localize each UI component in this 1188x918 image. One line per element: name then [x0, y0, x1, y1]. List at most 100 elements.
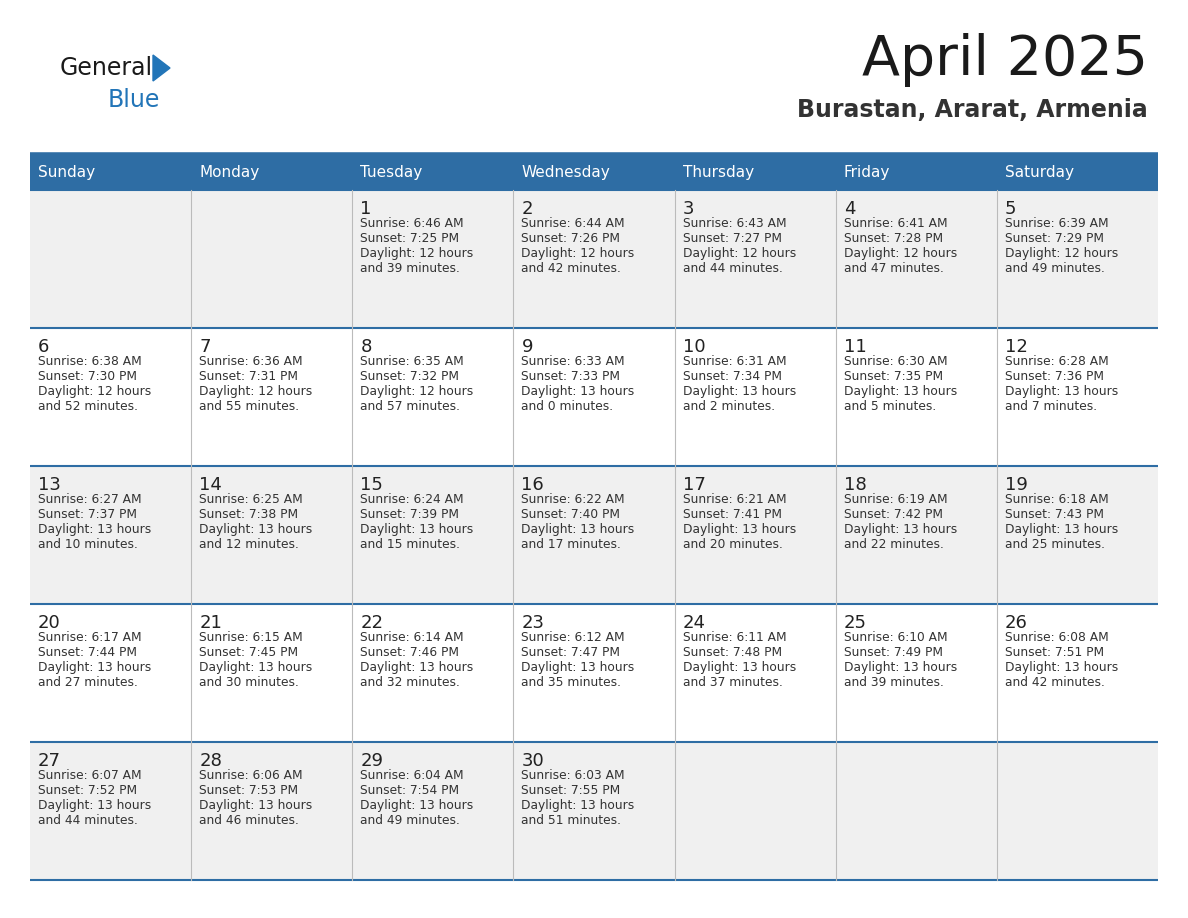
Text: and 55 minutes.: and 55 minutes. [200, 400, 299, 413]
Text: 26: 26 [1005, 614, 1028, 632]
Text: Thursday: Thursday [683, 165, 753, 180]
Text: Sunset: 7:43 PM: Sunset: 7:43 PM [1005, 508, 1104, 521]
Text: Daylight: 13 hours: Daylight: 13 hours [843, 523, 958, 536]
Text: and 20 minutes.: and 20 minutes. [683, 538, 783, 551]
Text: Sunrise: 6:38 AM: Sunrise: 6:38 AM [38, 355, 141, 368]
Text: Sunset: 7:49 PM: Sunset: 7:49 PM [843, 646, 943, 659]
Text: Sunset: 7:36 PM: Sunset: 7:36 PM [1005, 370, 1104, 383]
Text: Daylight: 13 hours: Daylight: 13 hours [683, 385, 796, 398]
Bar [675, 328, 835, 466]
Bar [353, 742, 513, 880]
Bar [835, 466, 997, 604]
Bar [675, 155, 835, 190]
Text: Daylight: 12 hours: Daylight: 12 hours [522, 247, 634, 260]
Text: Sunrise: 6:25 AM: Sunrise: 6:25 AM [200, 493, 303, 506]
Text: 5: 5 [1005, 200, 1017, 218]
Text: Sunrise: 6:33 AM: Sunrise: 6:33 AM [522, 355, 625, 368]
Text: and 39 minutes.: and 39 minutes. [360, 262, 460, 275]
Bar [353, 604, 513, 742]
Text: Sunrise: 6:43 AM: Sunrise: 6:43 AM [683, 217, 786, 230]
Bar [353, 328, 513, 466]
Text: Sunrise: 6:03 AM: Sunrise: 6:03 AM [522, 769, 625, 782]
Text: Daylight: 13 hours: Daylight: 13 hours [1005, 385, 1118, 398]
Text: and 12 minutes.: and 12 minutes. [200, 538, 299, 551]
Text: Sunset: 7:35 PM: Sunset: 7:35 PM [843, 370, 943, 383]
Text: Sunrise: 6:46 AM: Sunrise: 6:46 AM [360, 217, 463, 230]
Text: Sunset: 7:41 PM: Sunset: 7:41 PM [683, 508, 782, 521]
Text: 3: 3 [683, 200, 694, 218]
Text: Daylight: 13 hours: Daylight: 13 hours [522, 385, 634, 398]
Text: 30: 30 [522, 752, 544, 770]
Text: 16: 16 [522, 476, 544, 494]
Text: and 57 minutes.: and 57 minutes. [360, 400, 460, 413]
Text: Sunrise: 6:17 AM: Sunrise: 6:17 AM [38, 631, 141, 644]
Text: and 37 minutes.: and 37 minutes. [683, 676, 783, 689]
Text: 29: 29 [360, 752, 384, 770]
Bar [30, 466, 191, 604]
Text: and 0 minutes.: and 0 minutes. [522, 400, 613, 413]
Bar [675, 466, 835, 604]
Text: Sunrise: 6:27 AM: Sunrise: 6:27 AM [38, 493, 141, 506]
Text: Daylight: 12 hours: Daylight: 12 hours [360, 247, 474, 260]
Text: Sunset: 7:46 PM: Sunset: 7:46 PM [360, 646, 460, 659]
Text: and 10 minutes.: and 10 minutes. [38, 538, 138, 551]
Text: Sunrise: 6:12 AM: Sunrise: 6:12 AM [522, 631, 625, 644]
Text: 22: 22 [360, 614, 384, 632]
Text: Daylight: 13 hours: Daylight: 13 hours [38, 661, 151, 674]
Bar [191, 742, 353, 880]
Text: Sunset: 7:44 PM: Sunset: 7:44 PM [38, 646, 137, 659]
Text: 21: 21 [200, 614, 222, 632]
Text: Sunset: 7:28 PM: Sunset: 7:28 PM [843, 232, 943, 245]
Text: Sunrise: 6:08 AM: Sunrise: 6:08 AM [1005, 631, 1108, 644]
Text: Daylight: 13 hours: Daylight: 13 hours [200, 799, 312, 812]
Text: 4: 4 [843, 200, 855, 218]
Text: Daylight: 13 hours: Daylight: 13 hours [38, 799, 151, 812]
Bar [997, 190, 1158, 328]
Text: Sunrise: 6:04 AM: Sunrise: 6:04 AM [360, 769, 463, 782]
Bar [513, 604, 675, 742]
Bar [997, 466, 1158, 604]
Text: Sunset: 7:38 PM: Sunset: 7:38 PM [200, 508, 298, 521]
Text: 19: 19 [1005, 476, 1028, 494]
Text: Blue: Blue [108, 88, 160, 112]
Text: Sunrise: 6:30 AM: Sunrise: 6:30 AM [843, 355, 947, 368]
Text: and 5 minutes.: and 5 minutes. [843, 400, 936, 413]
Text: and 47 minutes.: and 47 minutes. [843, 262, 943, 275]
Text: and 27 minutes.: and 27 minutes. [38, 676, 138, 689]
Text: Sunset: 7:52 PM: Sunset: 7:52 PM [38, 784, 137, 797]
Text: Wednesday: Wednesday [522, 165, 611, 180]
Text: Daylight: 13 hours: Daylight: 13 hours [360, 799, 474, 812]
Text: Sunset: 7:27 PM: Sunset: 7:27 PM [683, 232, 782, 245]
Text: 13: 13 [38, 476, 61, 494]
Text: Sunday: Sunday [38, 165, 95, 180]
Text: Sunrise: 6:28 AM: Sunrise: 6:28 AM [1005, 355, 1108, 368]
Text: Sunrise: 6:10 AM: Sunrise: 6:10 AM [843, 631, 947, 644]
Bar [353, 190, 513, 328]
Text: Sunset: 7:55 PM: Sunset: 7:55 PM [522, 784, 620, 797]
Bar [513, 466, 675, 604]
Bar [997, 155, 1158, 190]
Text: and 32 minutes.: and 32 minutes. [360, 676, 460, 689]
Text: 24: 24 [683, 614, 706, 632]
Text: Sunrise: 6:14 AM: Sunrise: 6:14 AM [360, 631, 463, 644]
Bar [353, 155, 513, 190]
Text: Daylight: 13 hours: Daylight: 13 hours [683, 523, 796, 536]
Text: Saturday: Saturday [1005, 165, 1074, 180]
Text: Sunset: 7:26 PM: Sunset: 7:26 PM [522, 232, 620, 245]
Text: and 17 minutes.: and 17 minutes. [522, 538, 621, 551]
Text: 8: 8 [360, 338, 372, 356]
Text: and 44 minutes.: and 44 minutes. [683, 262, 783, 275]
Text: Burastan, Ararat, Armenia: Burastan, Ararat, Armenia [797, 98, 1148, 122]
Text: Daylight: 13 hours: Daylight: 13 hours [200, 523, 312, 536]
Text: Sunrise: 6:35 AM: Sunrise: 6:35 AM [360, 355, 465, 368]
Text: Sunset: 7:37 PM: Sunset: 7:37 PM [38, 508, 137, 521]
Text: 18: 18 [843, 476, 866, 494]
Text: and 44 minutes.: and 44 minutes. [38, 814, 138, 827]
Text: Sunrise: 6:24 AM: Sunrise: 6:24 AM [360, 493, 463, 506]
Bar [835, 604, 997, 742]
Text: 12: 12 [1005, 338, 1028, 356]
Text: Sunrise: 6:18 AM: Sunrise: 6:18 AM [1005, 493, 1108, 506]
Text: and 49 minutes.: and 49 minutes. [1005, 262, 1105, 275]
Text: 23: 23 [522, 614, 544, 632]
Text: Daylight: 13 hours: Daylight: 13 hours [360, 523, 474, 536]
